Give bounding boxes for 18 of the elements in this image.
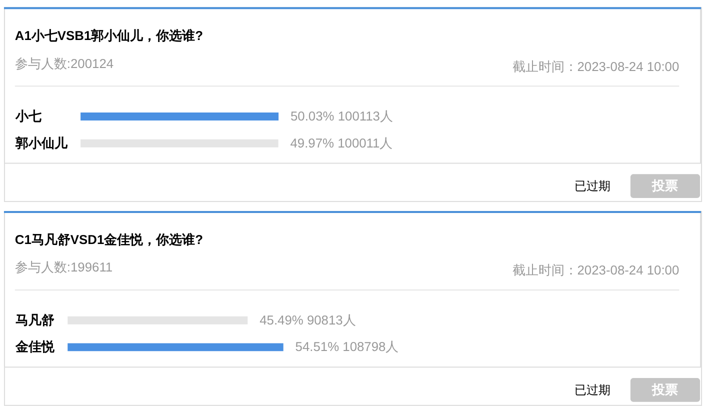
chart-subtitle: 参与人数:199611 [14,260,113,275]
y-tick-label: 金佳悦 [14,339,56,354]
text: 已过期 [574,382,611,397]
y-tick-label: 马凡舒 [15,312,54,328]
data-label: 50.03% 100113人 [290,108,393,124]
text: 投票 [651,382,678,397]
data-label: 49.97% 100011人 [290,135,393,150]
text: 截止时间：2023-08-24 10:00 [512,262,680,278]
text: 截止时间：2023-08-24 10:00 [512,58,680,74]
text: 已过期 [574,179,611,194]
data-label: 45.49% 90813人 [260,312,356,328]
chart-subtitle: 参与人数:200124 [14,56,114,71]
y-tick-label: 郭小仙儿 [14,135,68,150]
chart-title: C1马凡舒VSD1金佳悦，你选谁? [14,232,204,247]
data-label: 54.51% 108798人 [295,339,399,354]
text: 投票 [651,178,678,194]
y-tick-label: 小七 [14,108,42,124]
chart-title: A1小七VSB1郭小仙儿，你选谁? [14,28,204,43]
